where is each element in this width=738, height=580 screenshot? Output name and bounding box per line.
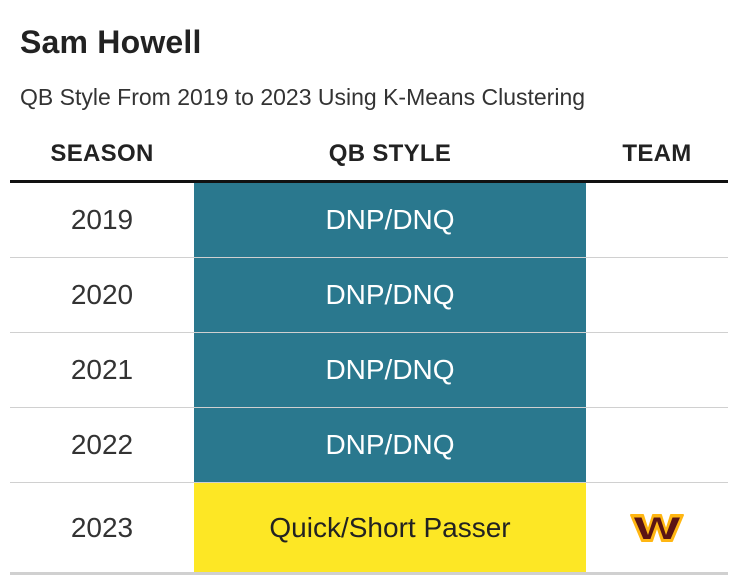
season-value: 2020: [70, 279, 134, 310]
team-cell: [586, 483, 728, 572]
table-row: 2019 DNP/DNQ: [10, 183, 728, 258]
header-season: SEASON: [50, 140, 154, 167]
table-row: 2020 DNP/DNQ: [10, 258, 728, 333]
season-cell: 2019: [10, 183, 194, 257]
qb-style-cell: DNP/DNQ: [194, 333, 586, 407]
qb-style-cell: Quick/Short Passer: [194, 483, 586, 572]
page-subtitle: QB Style From 2019 to 2023 Using K-Means…: [20, 84, 586, 110]
table-row: 2021 DNP/DNQ: [10, 333, 728, 408]
page-title: Sam Howell: [20, 24, 202, 60]
qb-style-table: SEASON QB STYLE TEAM 2019 DNP/DNQ 2020 D…: [10, 128, 728, 575]
season-value: 2019: [70, 204, 134, 235]
team-cell: [586, 333, 728, 407]
table-header-row: SEASON QB STYLE TEAM: [10, 128, 728, 183]
season-value: 2022: [70, 429, 134, 460]
season-cell: 2022: [10, 408, 194, 482]
team-cell: [586, 408, 728, 482]
table-row: 2023 Quick/Short Passer: [10, 483, 728, 575]
qb-style-cell: DNP/DNQ: [194, 258, 586, 332]
season-cell: 2023: [10, 483, 194, 572]
qb-style-cell: DNP/DNQ: [194, 183, 586, 257]
team-cell: [586, 183, 728, 257]
qb-style-cell: DNP/DNQ: [194, 408, 586, 482]
season-value: 2021: [70, 354, 134, 385]
season-cell: 2021: [10, 333, 194, 407]
season-cell: 2020: [10, 258, 194, 332]
team-cell: [586, 258, 728, 332]
washington-commanders-logo-icon: [629, 513, 685, 543]
header-qb-style: QB STYLE: [328, 140, 452, 167]
header-team: TEAM: [622, 140, 692, 167]
season-value: 2023: [70, 511, 134, 543]
table-row: 2022 DNP/DNQ: [10, 408, 728, 483]
